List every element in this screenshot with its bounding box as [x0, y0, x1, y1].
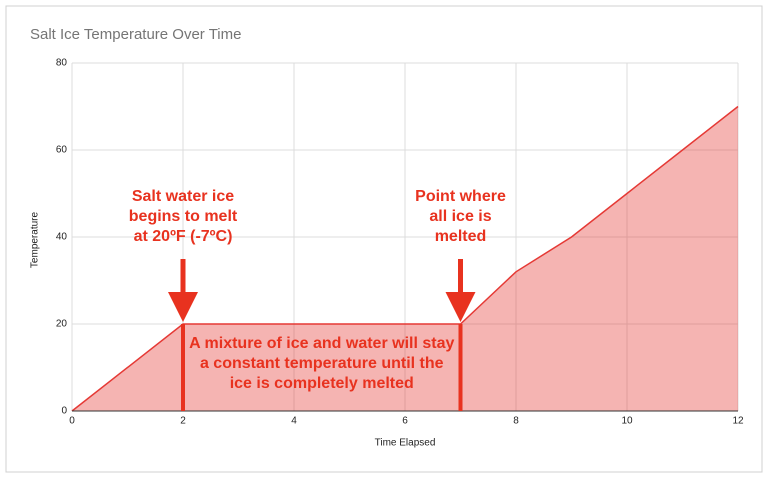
annotation-text: A mixture of ice and water will stay	[189, 335, 454, 352]
area	[72, 106, 738, 411]
annotation-text: begins to melt	[129, 208, 238, 225]
y-axis-label: Temperature	[30, 211, 41, 268]
x-tick-label: 2	[180, 416, 186, 427]
chart-frame	[5, 5, 763, 473]
y-tick-label: 80	[56, 58, 68, 69]
y-tick-label: 0	[61, 406, 67, 417]
line	[71, 105, 739, 412]
x-tick-label: 0	[69, 416, 75, 427]
x-tick-label: 12	[732, 416, 744, 427]
annotation-text: all ice is	[429, 208, 491, 225]
annotation-text: Point where	[415, 188, 506, 205]
y-tick-label: 60	[56, 145, 68, 156]
y-tick-label: 20	[56, 319, 68, 330]
chart-title: Salt Ice Temperature Over Time	[30, 26, 241, 43]
annotation-arrow-head	[445, 292, 476, 322]
x-tick-label: 4	[291, 416, 297, 427]
x-tick-label: 10	[621, 416, 633, 427]
y-tick-label: 40	[56, 232, 68, 243]
x-axis-label: Time Elapsed	[375, 438, 436, 449]
annotation-text: Salt water ice	[132, 188, 234, 205]
annotation-text: melted	[435, 228, 487, 245]
annotation-text: a constant temperature until the	[200, 355, 444, 372]
annotation-text: ice is completely melted	[230, 375, 414, 392]
annotation-text: at 20ºF (-7ºC)	[134, 228, 233, 245]
annotation-arrow-head	[168, 292, 198, 322]
x-tick-label: 6	[402, 416, 408, 427]
x-tick-label: 8	[513, 416, 519, 427]
